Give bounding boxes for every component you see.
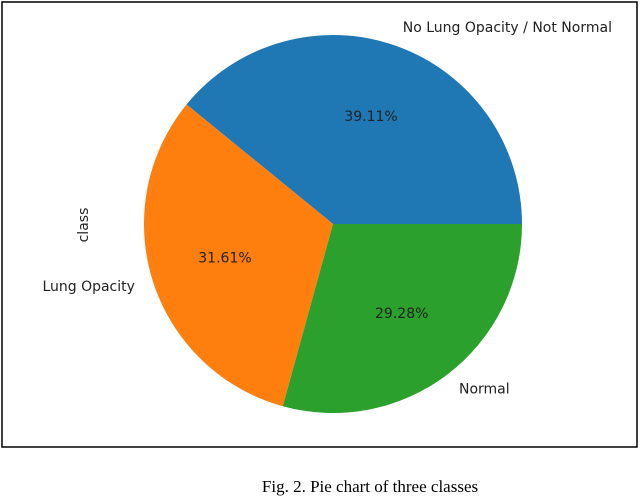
slice-label: Lung Opacity bbox=[42, 279, 134, 295]
slice-label: No Lung Opacity / Not Normal bbox=[403, 20, 612, 36]
pie-slice bbox=[144, 104, 333, 407]
pie-slice bbox=[186, 35, 523, 225]
y-axis-label: class bbox=[76, 208, 92, 243]
value-label: 31.61% bbox=[198, 250, 251, 266]
value-label: 29.28% bbox=[375, 306, 428, 322]
slice-label: Normal bbox=[459, 381, 510, 397]
caption: Fig. 2. Pie chart of three classes bbox=[262, 477, 478, 496]
value-label: 39.11% bbox=[344, 109, 397, 125]
pie-slice bbox=[282, 224, 522, 414]
